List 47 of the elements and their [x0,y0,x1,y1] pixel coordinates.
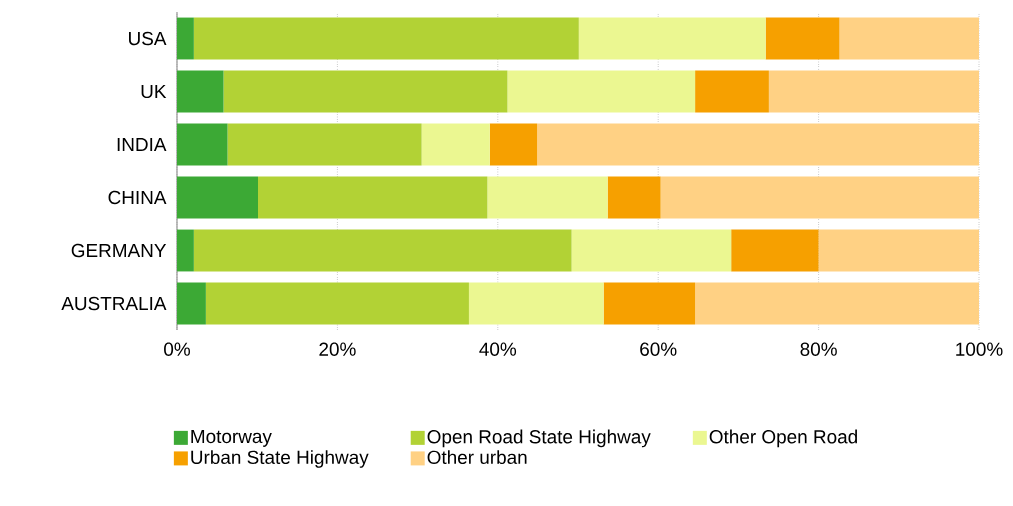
bar [205,282,469,325]
bar [177,17,194,60]
bar [193,17,579,60]
bar [537,123,980,166]
y-tick-label: AUSTRALIA [61,296,167,311]
y-tick-label: INDIA [117,138,167,152]
bar [765,17,840,60]
y-tick-label: UK [141,84,167,99]
legend-label: Urban State Highway [191,450,369,468]
y-tick-label: GERMANY [71,243,167,258]
bar [660,176,980,219]
x-tick-label: 20% [319,342,356,356]
bar [193,229,572,272]
bar [818,229,980,272]
legend-label: Open Road State Highway [427,429,651,448]
legend-label: Motorway [191,429,272,447]
bar [487,176,608,219]
bar [227,123,422,166]
bar [578,17,766,60]
bar [695,70,769,113]
x-tick-label: 80% [800,342,837,356]
bar [421,123,490,166]
x-tick-label: 100% [956,342,1003,356]
bar [695,282,980,325]
bar [223,70,508,113]
bar [177,229,194,272]
bar [258,176,488,219]
bar [177,282,206,325]
bar [603,282,696,325]
bar [468,282,604,325]
x-tick-label: 40% [479,342,517,356]
bar [768,70,980,113]
y-tick-label: USA [129,31,167,46]
legend-label: Other urban [427,450,527,465]
bar [177,176,258,219]
bar [489,123,538,166]
bar [177,123,228,166]
bar [571,229,732,272]
bar [731,229,819,272]
x-tick-label: 60% [640,342,677,356]
bar [839,17,980,60]
bar [507,70,696,113]
bar [177,70,224,113]
x-tick-label: 0% [164,342,190,356]
bar [607,176,661,219]
y-tick-label: CHINA [108,190,167,205]
legend-label: Other Open Road [709,429,857,448]
